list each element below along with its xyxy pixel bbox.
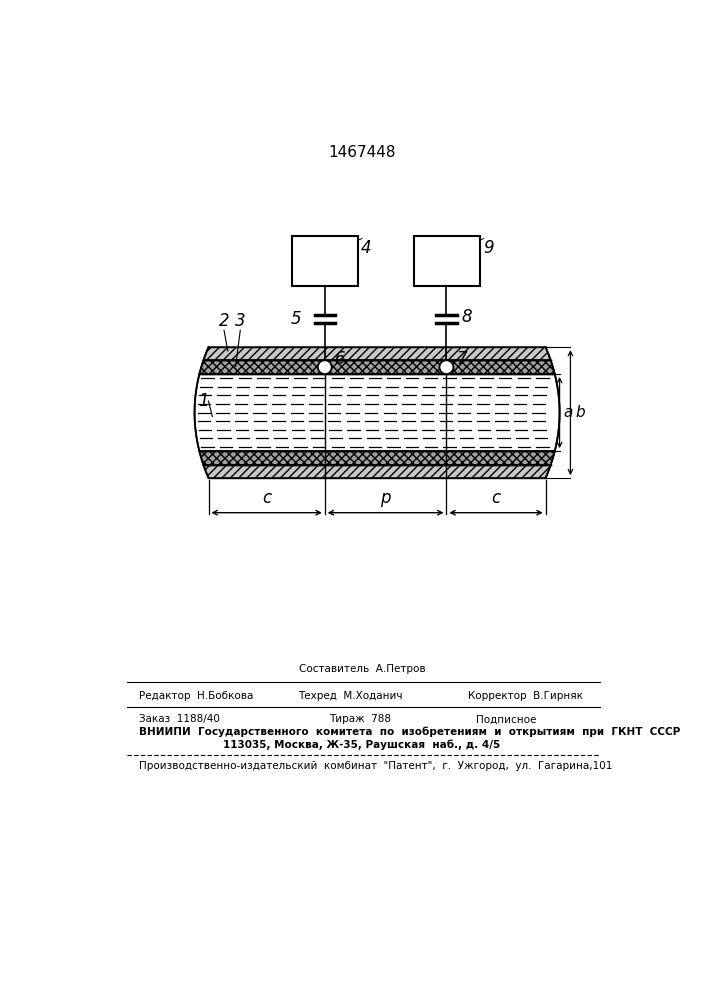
Circle shape — [440, 360, 453, 374]
Text: 8: 8 — [462, 308, 472, 326]
Text: 4: 4 — [361, 239, 372, 257]
Text: 1: 1 — [198, 392, 209, 410]
Text: Редактор  Н.Бобкова: Редактор Н.Бобкова — [139, 691, 253, 701]
Text: 7: 7 — [457, 350, 467, 368]
Text: Производственно-издательский  комбинат  "Патент",  г.  Ужгород,  ул.  Гагарина,1: Производственно-издательский комбинат "П… — [139, 761, 612, 771]
Text: c: c — [491, 489, 501, 507]
Text: ВНИИПИ  Государственного  комитета  по  изобретениям  и  открытиям  при  ГКНТ  С: ВНИИПИ Государственного комитета по изоб… — [139, 727, 680, 737]
Text: p: p — [380, 489, 391, 507]
Polygon shape — [199, 451, 555, 465]
Text: c: c — [262, 489, 271, 507]
Text: Тираж  788: Тираж 788 — [329, 714, 391, 724]
Text: Составитель  А.Петров: Составитель А.Петров — [298, 664, 426, 674]
Text: 113035, Москва, Ж-35, Раушская  наб., д. 4/5: 113035, Москва, Ж-35, Раушская наб., д. … — [223, 740, 501, 750]
Text: Корректор  В.Гирняк: Корректор В.Гирняк — [468, 691, 583, 701]
Polygon shape — [199, 360, 555, 374]
Text: 5: 5 — [291, 310, 301, 328]
Polygon shape — [194, 374, 559, 451]
Text: 9: 9 — [483, 239, 493, 257]
Text: Техред  М.Ходанич: Техред М.Ходанич — [298, 691, 402, 701]
Text: 6: 6 — [335, 350, 346, 368]
Text: a: a — [563, 405, 573, 420]
Text: Заказ  1188/40: Заказ 1188/40 — [139, 714, 220, 724]
Polygon shape — [204, 347, 551, 360]
Text: 2: 2 — [218, 312, 229, 330]
Bar — [292, 235, 358, 286]
Text: Подписное: Подписное — [476, 714, 536, 724]
Bar — [414, 235, 480, 286]
Polygon shape — [204, 465, 551, 478]
Text: b: b — [575, 405, 585, 420]
Text: 3: 3 — [235, 312, 245, 330]
Text: 1467448: 1467448 — [328, 145, 396, 160]
Circle shape — [317, 360, 332, 374]
